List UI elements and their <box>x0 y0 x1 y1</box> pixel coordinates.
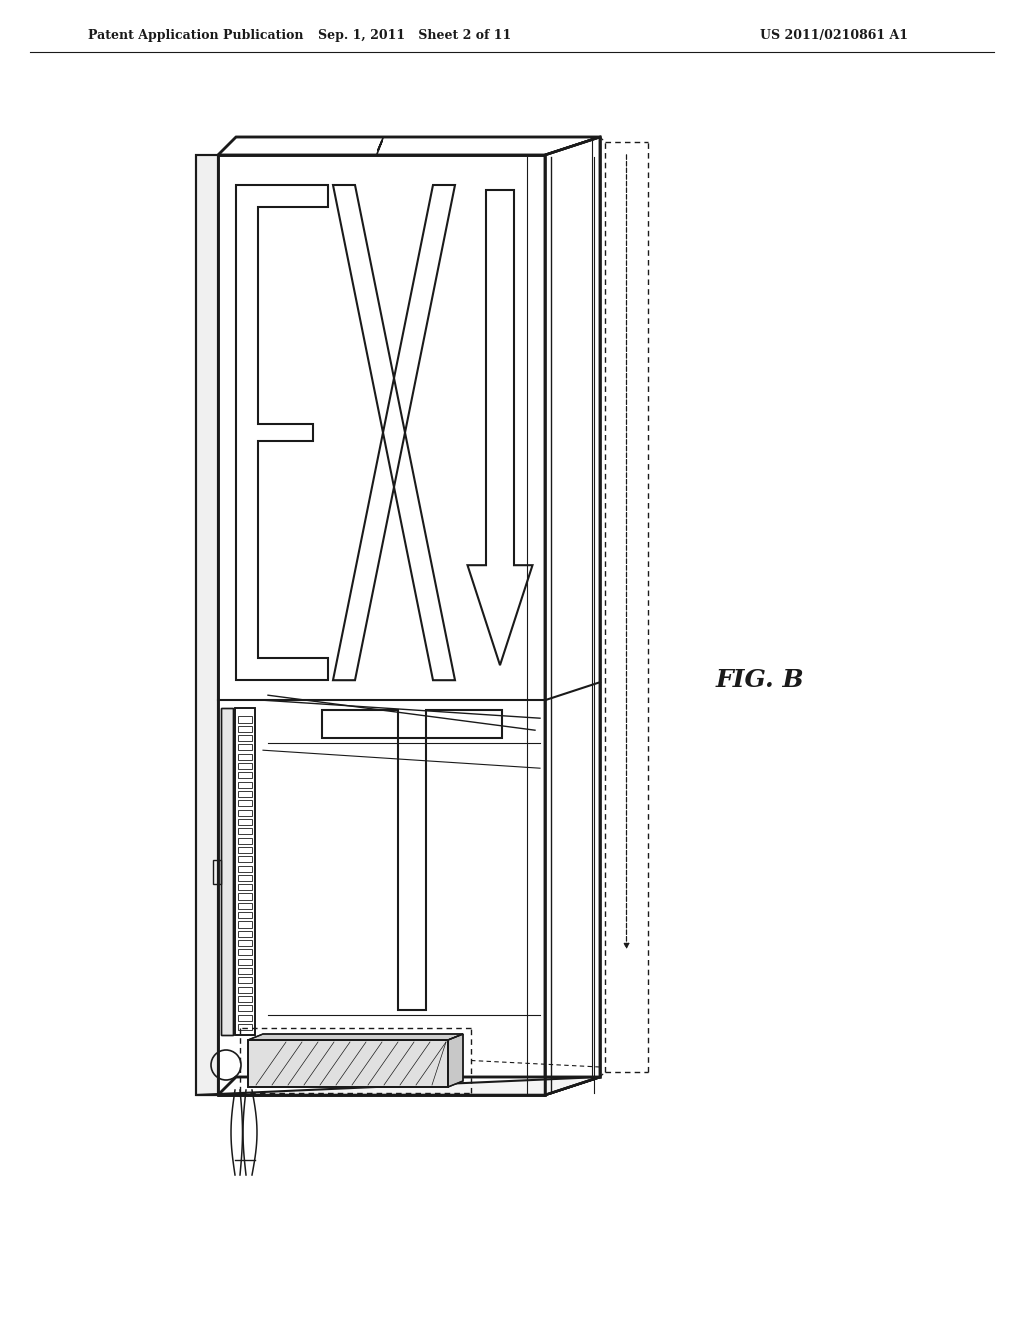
Polygon shape <box>218 154 545 1096</box>
Polygon shape <box>449 1034 463 1086</box>
Polygon shape <box>218 137 600 154</box>
Polygon shape <box>218 1077 600 1096</box>
Text: Patent Application Publication: Patent Application Publication <box>88 29 303 41</box>
Polygon shape <box>248 1034 463 1040</box>
Polygon shape <box>545 137 600 1096</box>
Polygon shape <box>196 1077 600 1096</box>
Text: Sep. 1, 2011   Sheet 2 of 11: Sep. 1, 2011 Sheet 2 of 11 <box>318 29 512 41</box>
Polygon shape <box>221 709 233 1035</box>
Text: US 2011/0210861 A1: US 2011/0210861 A1 <box>760 29 908 41</box>
Polygon shape <box>196 154 218 1096</box>
Text: FIG. B: FIG. B <box>716 668 804 692</box>
Polygon shape <box>234 709 255 1035</box>
Polygon shape <box>248 1040 449 1086</box>
